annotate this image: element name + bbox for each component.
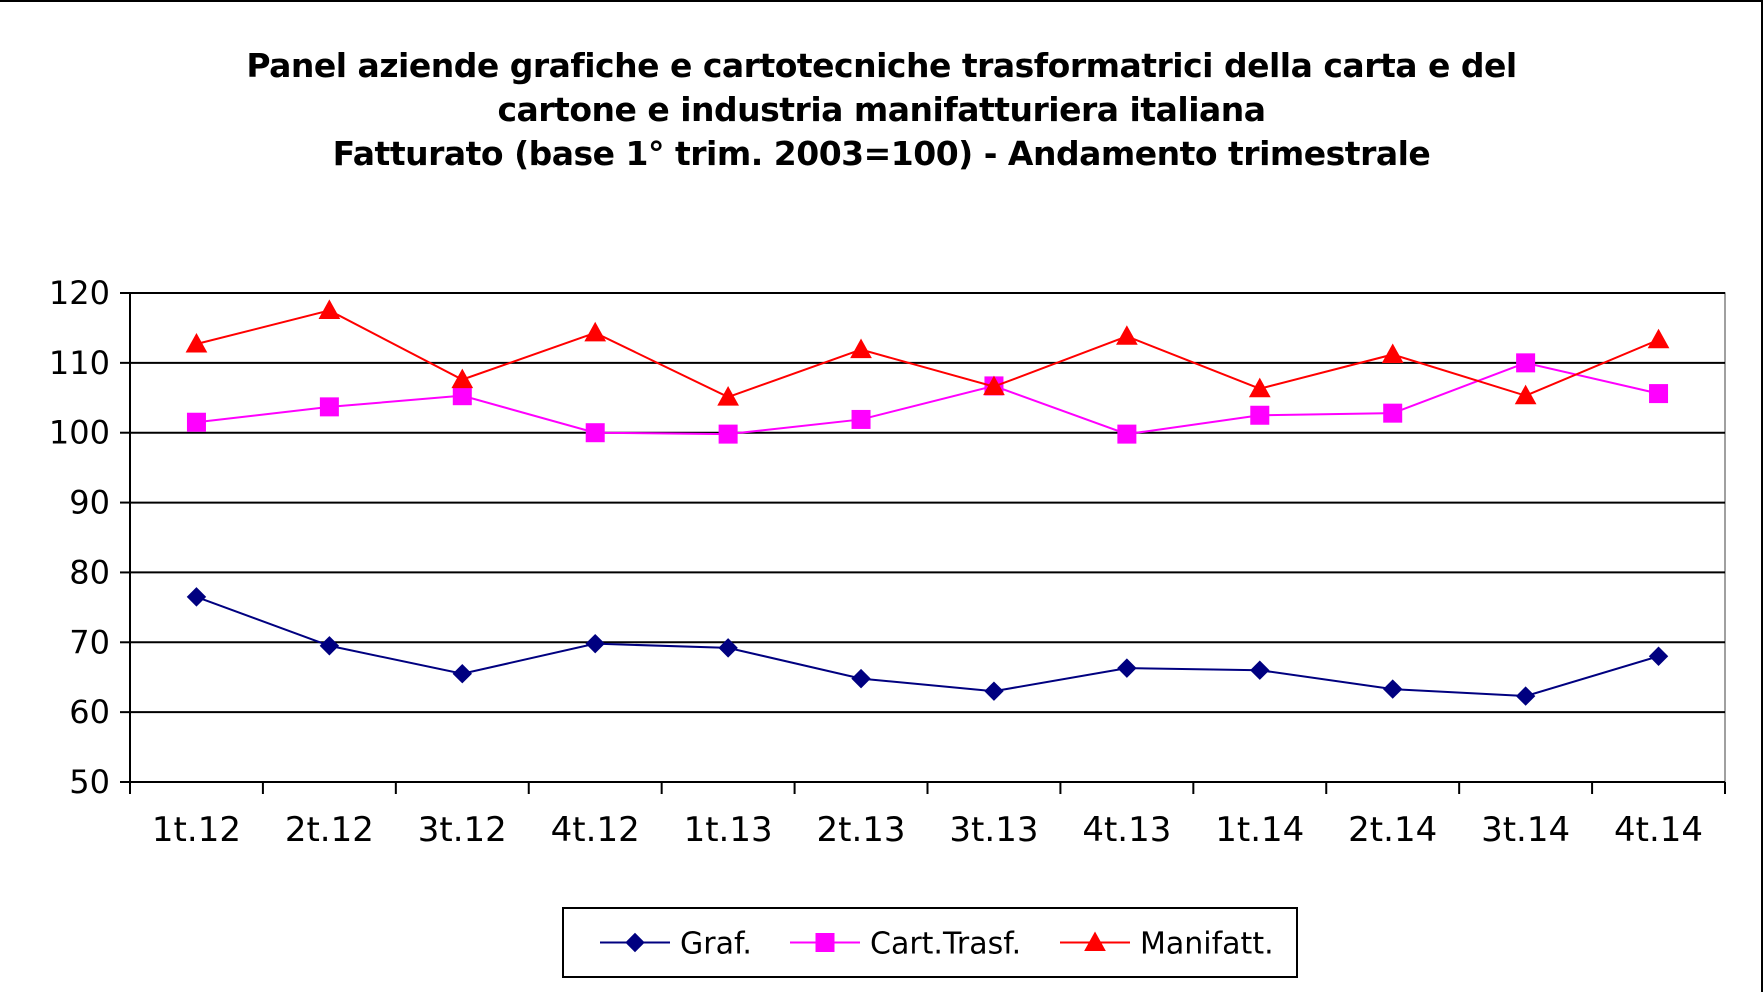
data-point-marker — [1117, 658, 1137, 678]
x-tick-label: 3t.12 — [418, 810, 507, 850]
data-point-marker — [851, 409, 871, 429]
data-point-marker — [1516, 353, 1536, 373]
data-point-marker — [850, 338, 872, 359]
y-tick-label: 110 — [49, 344, 110, 382]
data-point-marker — [318, 299, 341, 319]
series-line — [196, 309, 1659, 399]
legend-marker — [625, 932, 645, 953]
data-point-marker — [851, 668, 871, 689]
data-point-marker — [1117, 424, 1137, 444]
legend-box — [562, 907, 1298, 978]
x-tick-label: 3t.14 — [1481, 810, 1570, 850]
x-tick-label: 1t.12 — [152, 810, 241, 850]
axes: 50 60 70 80 90 100 110 120 1t.12 2t.12 3t.12 4t.12 1… — [49, 274, 1726, 850]
x-tick-label: 2t.13 — [817, 810, 906, 850]
series-group — [185, 299, 1670, 706]
data-point-marker — [717, 386, 739, 406]
plot-area-border — [129, 292, 1726, 783]
data-point-marker — [1647, 328, 1670, 349]
data-point-marker — [452, 664, 472, 684]
data-point-marker — [319, 397, 339, 417]
legend-label: Cart.Trasf. — [870, 927, 1021, 962]
data-point-marker — [1383, 679, 1403, 699]
data-point-marker — [319, 636, 340, 656]
y-tick-label: 90 — [69, 484, 110, 522]
y-tick-label: 80 — [69, 553, 110, 591]
x-tick-label: 4t.13 — [1082, 810, 1171, 850]
data-point-marker — [1381, 343, 1404, 363]
data-point-marker — [452, 386, 472, 406]
data-point-marker — [186, 412, 206, 432]
data-point-marker — [1515, 686, 1536, 706]
legend-label: Manifatt. — [1140, 927, 1274, 962]
data-point-marker — [451, 368, 474, 389]
data-point-marker — [718, 424, 738, 444]
data-point-marker — [984, 681, 1004, 701]
y-tick-label: 60 — [69, 693, 110, 731]
data-point-marker — [185, 332, 208, 353]
x-tick-label: 2t.12 — [285, 810, 374, 850]
x-tick-label: 2t.14 — [1348, 810, 1437, 850]
data-point-marker — [718, 638, 738, 658]
series-line — [196, 595, 1659, 698]
data-point-marker — [1648, 646, 1669, 666]
chart-title-line-2: cartone e industria manifatturiera itali… — [497, 90, 1266, 129]
y-tick-label: 50 — [69, 763, 110, 801]
x-tick-label: 1t.14 — [1215, 810, 1304, 850]
chart-title-line-3: Fatturato (base 1° trim. 2003=100) - And… — [332, 134, 1431, 173]
legend-marker — [1084, 931, 1106, 951]
legend-entry: Graf. — [600, 927, 752, 962]
data-point-marker — [1250, 405, 1270, 425]
chart-title-line-1: Panel aziende grafiche e cartotecniche t… — [246, 46, 1517, 85]
y-tick-label: 70 — [69, 623, 110, 661]
legend-label: Graf. — [680, 927, 752, 962]
legend-marker — [815, 933, 835, 952]
x-tick-label: 4t.12 — [551, 810, 640, 850]
series-line — [196, 361, 1659, 436]
data-point-marker — [983, 375, 1005, 396]
data-point-marker — [1649, 384, 1669, 404]
data-point-marker — [1383, 403, 1403, 423]
y-tick-label: 100 — [49, 414, 110, 452]
data-point-marker — [1248, 377, 1271, 398]
y-tick-label: 120 — [49, 274, 110, 312]
legend-entry: Manifatt. — [1060, 927, 1274, 962]
x-tick-label: 1t.13 — [684, 810, 773, 850]
series-1 — [186, 353, 1669, 444]
data-point-marker — [584, 321, 607, 342]
data-point-marker — [1514, 384, 1537, 405]
x-tick-label: 3t.13 — [949, 810, 1038, 850]
x-tick-label: 4t.14 — [1614, 810, 1703, 850]
legend-entry: Cart.Trasf. — [790, 927, 1021, 962]
data-point-marker — [585, 423, 605, 443]
legend: Graf. Cart.Trasf. Manifatt. — [562, 907, 1298, 978]
data-point-marker — [186, 587, 207, 607]
grid-lines — [129, 292, 1726, 783]
chart-title: Panel aziende grafiche e cartotecniche t… — [0, 44, 1763, 176]
data-point-marker — [1116, 325, 1138, 345]
series-2 — [185, 299, 1670, 406]
data-point-marker — [1250, 660, 1270, 680]
data-point-marker — [585, 633, 605, 654]
series-0 — [186, 587, 1669, 706]
